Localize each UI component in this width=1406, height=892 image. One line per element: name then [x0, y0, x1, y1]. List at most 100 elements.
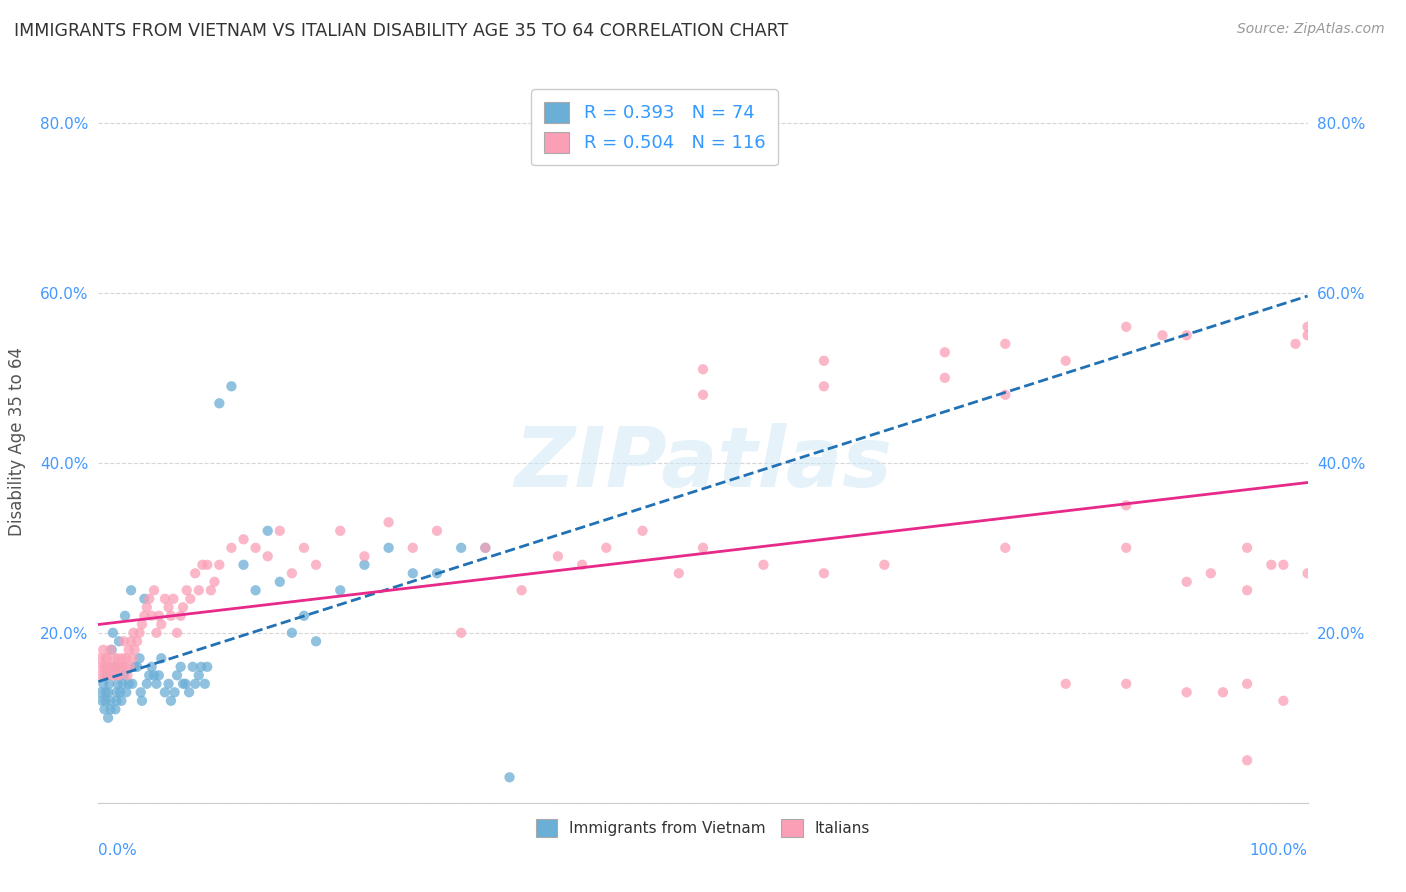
Point — [111, 677, 134, 691]
Point — [110, 694, 132, 708]
Point — [174, 677, 197, 691]
Point — [150, 651, 173, 665]
Point — [1296, 319, 1319, 334]
Point — [131, 617, 153, 632]
Y-axis label: Disability Age 35 to 64: Disability Age 35 to 64 — [8, 347, 27, 536]
Point — [1175, 574, 1198, 589]
Point — [148, 668, 170, 682]
Point — [474, 541, 496, 555]
Point — [101, 625, 124, 640]
Point — [150, 617, 173, 632]
Point — [1115, 319, 1137, 334]
Point — [107, 651, 129, 665]
Point — [121, 651, 143, 665]
Point — [103, 660, 125, 674]
Point — [163, 685, 186, 699]
Point — [450, 625, 472, 640]
Point — [138, 591, 160, 606]
Point — [1236, 753, 1258, 767]
Point — [94, 651, 117, 665]
Point — [104, 660, 127, 674]
Point — [1296, 566, 1319, 581]
Point — [1236, 583, 1258, 598]
Text: 100.0%: 100.0% — [1250, 843, 1308, 857]
Point — [141, 608, 163, 623]
Point — [281, 566, 304, 581]
Point — [100, 660, 122, 674]
Point — [143, 668, 166, 682]
Text: IMMIGRANTS FROM VIETNAM VS ITALIAN DISABILITY AGE 35 TO 64 CORRELATION CHART: IMMIGRANTS FROM VIETNAM VS ITALIAN DISAB… — [14, 22, 789, 40]
Point — [115, 685, 138, 699]
Point — [813, 566, 835, 581]
Point — [153, 685, 176, 699]
Point — [98, 677, 121, 691]
Point — [94, 694, 117, 708]
Point — [232, 558, 254, 572]
Point — [353, 558, 375, 572]
Point — [118, 642, 141, 657]
Point — [160, 694, 183, 708]
Point — [994, 388, 1017, 402]
Point — [595, 541, 617, 555]
Point — [1272, 558, 1295, 572]
Point — [1115, 541, 1137, 555]
Point — [510, 583, 533, 598]
Point — [100, 694, 122, 708]
Point — [143, 583, 166, 598]
Point — [97, 685, 120, 699]
Point — [111, 651, 134, 665]
Point — [105, 694, 128, 708]
Point — [96, 651, 118, 665]
Point — [1054, 353, 1077, 368]
Point — [631, 524, 654, 538]
Point — [191, 558, 214, 572]
Point — [112, 668, 135, 682]
Point — [93, 660, 115, 674]
Point — [145, 677, 167, 691]
Point — [134, 591, 156, 606]
Point — [1272, 694, 1295, 708]
Point — [1296, 328, 1319, 343]
Point — [994, 541, 1017, 555]
Point — [131, 694, 153, 708]
Point — [813, 379, 835, 393]
Point — [166, 625, 188, 640]
Point — [101, 668, 124, 682]
Point — [97, 711, 120, 725]
Point — [245, 541, 267, 555]
Text: ZIPatlas: ZIPatlas — [515, 423, 891, 504]
Point — [474, 541, 496, 555]
Point — [187, 583, 209, 598]
Point — [112, 634, 135, 648]
Point — [93, 702, 115, 716]
Point — [107, 677, 129, 691]
Point — [118, 677, 141, 691]
Point — [98, 660, 121, 674]
Point — [145, 625, 167, 640]
Point — [121, 677, 143, 691]
Point — [305, 634, 328, 648]
Point — [402, 566, 425, 581]
Point — [256, 549, 278, 564]
Point — [200, 583, 222, 598]
Point — [292, 541, 315, 555]
Point — [184, 677, 207, 691]
Point — [232, 533, 254, 547]
Text: 0.0%: 0.0% — [98, 843, 138, 857]
Point — [100, 642, 122, 657]
Point — [110, 660, 132, 674]
Point — [353, 549, 375, 564]
Point — [426, 566, 449, 581]
Point — [124, 642, 146, 657]
Point — [184, 566, 207, 581]
Point — [141, 660, 163, 674]
Point — [91, 642, 114, 657]
Point — [179, 591, 201, 606]
Point — [179, 685, 201, 699]
Point — [181, 660, 204, 674]
Point — [166, 668, 188, 682]
Point — [108, 660, 131, 674]
Point — [426, 524, 449, 538]
Point — [1175, 328, 1198, 343]
Point — [157, 600, 180, 615]
